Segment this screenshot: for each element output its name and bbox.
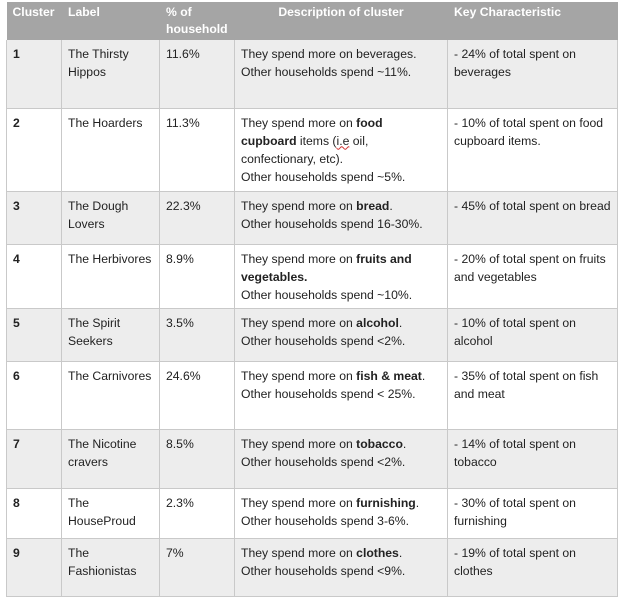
description-other: Other households spend < 25%. [241, 386, 416, 401]
cluster-number: 1 [6, 40, 62, 109]
cluster-description: They spend more on clothes. Other househ… [234, 538, 448, 597]
description-post: . [389, 198, 393, 213]
description-other: Other households spend 3-6%. [241, 513, 410, 528]
description-pre: They spend more on [241, 251, 357, 266]
key-characteristic: - 14% of total spent on tobacco [447, 429, 618, 489]
table-row: 9 The Fashionistas 7% They spend more on… [6, 538, 618, 597]
key-characteristic: - 19% of total spent on clothes [447, 538, 618, 597]
description-other: Other households spend ~11%. [241, 65, 412, 79]
key-characteristic: - 35% of total spent on fish and meat [447, 361, 618, 430]
header-key-characteristic: Key Characteristic [447, 2, 618, 40]
header-cluster: Cluster [6, 2, 62, 40]
description-main: They spend more on beverages. [241, 47, 417, 61]
description-pre: They spend more on [241, 436, 357, 451]
table-row: 7 The Nicotine cravers 8.5% They spend m… [6, 429, 618, 489]
household-percent: 3.5% [159, 308, 235, 362]
cluster-number: 4 [6, 244, 62, 309]
cluster-number: 7 [6, 429, 62, 489]
household-percent: 8.9% [159, 244, 235, 309]
description-other: Other households spend ~10%. [241, 287, 413, 302]
cluster-label: The Spirit Seekers [61, 308, 160, 362]
cluster-label: The Herbivores [61, 244, 160, 309]
household-percent: 11.6% [159, 40, 235, 109]
cluster-description: They spend more on tobacco. Other househ… [234, 429, 448, 489]
table-row: 4 The Herbivores 8.9% They spend more on… [6, 244, 618, 309]
cluster-description: They spend more on bread. Other househol… [234, 191, 448, 245]
cluster-label: The Dough Lovers [61, 191, 160, 245]
cluster-description: They spend more on alcohol. Other househ… [234, 308, 448, 362]
key-characteristic: - 45% of total spent on bread [447, 191, 618, 245]
description-bold: food cupboard [241, 115, 383, 148]
cluster-label: The Nicotine cravers [61, 429, 160, 489]
cluster-number: 2 [6, 108, 62, 192]
description-bold: tobacco [356, 436, 403, 451]
header-percent: % of household [159, 2, 235, 40]
description-post: . [421, 368, 426, 383]
description-other: Other households spend <9%. [241, 563, 406, 578]
key-characteristic: - 20% of total spent on fruits and veget… [447, 244, 618, 309]
description-ie: i.e [336, 133, 350, 148]
cluster-description: They spend more on fish & meat. Other ho… [234, 361, 448, 430]
description-pre: They spend more on [241, 115, 357, 130]
key-characteristic: - 30% of total spent on furnishing [447, 488, 618, 539]
key-characteristic: - 10% of total spent on alcohol [447, 308, 618, 362]
description-other: Other households spend <2%. [241, 454, 406, 469]
description-bold: fruits and vegetables. [241, 251, 412, 284]
household-percent: 22.3% [159, 191, 235, 245]
key-characteristic: - 24% of total spent on beverages [447, 40, 618, 109]
cluster-number: 3 [6, 191, 62, 245]
cluster-number: 8 [6, 488, 62, 539]
description-bold: bread [356, 198, 390, 213]
cluster-description: They spend more on food cupboard items (… [234, 108, 448, 192]
header-percent-line1: % of [166, 5, 192, 19]
table-row: 5 The Spirit Seekers 3.5% They spend mor… [6, 308, 618, 362]
description-bold: fish & meat [356, 368, 422, 383]
description-pre: They spend more on [241, 545, 357, 560]
description-post: . [415, 495, 420, 510]
table-row: 1 The Thirsty Hippos 11.6% They spend mo… [6, 40, 618, 109]
header-description: Description of cluster [234, 2, 448, 40]
description-pre: They spend more on [241, 495, 357, 510]
cluster-label: The Carnivores [61, 361, 160, 430]
household-percent: 8.5% [159, 429, 235, 489]
table-row: 2 The Hoarders 11.3% They spend more on … [6, 108, 618, 192]
description-bold: clothes [356, 545, 399, 560]
table-row: 8 The HouseProud 2.3% They spend more on… [6, 488, 618, 539]
description-post: . [398, 545, 403, 560]
description-other: Other households spend ~5%. [241, 169, 406, 184]
description-post: items ( [296, 133, 337, 148]
description-bold: alcohol [356, 315, 399, 330]
cluster-label: The Hoarders [61, 108, 160, 192]
cluster-number: 9 [6, 538, 62, 597]
header-label: Label [61, 2, 160, 40]
key-characteristic: - 10% of total spent on food cupboard it… [447, 108, 618, 192]
cluster-description: They spend more on beverages. Other hous… [234, 40, 448, 109]
description-pre: They spend more on [241, 315, 357, 330]
description-tail: oil, confectionary, etc). [241, 133, 369, 166]
household-percent: 7% [159, 538, 235, 597]
cluster-number: 5 [6, 308, 62, 362]
cluster-label: The Fashionistas [61, 538, 160, 597]
cluster-label: The Thirsty Hippos [61, 40, 160, 109]
household-percent: 2.3% [159, 488, 235, 539]
table-row: 3 The Dough Lovers 22.3% They spend more… [6, 191, 618, 245]
household-percent: 11.3% [159, 108, 235, 192]
cluster-description: They spend more on fruits and vegetables… [234, 244, 448, 309]
table-row: 6 The Carnivores 24.6% They spend more o… [6, 361, 618, 430]
header-percent-line2: household [166, 22, 228, 36]
description-other: Other households spend <2%. [241, 333, 406, 348]
cluster-label: The HouseProud [61, 488, 160, 539]
description-pre: They spend more on [241, 198, 357, 213]
cluster-description: They spend more on furnishing. Other hou… [234, 488, 448, 539]
header-row: Cluster Label % of household Description… [6, 2, 618, 40]
household-percent: 24.6% [159, 361, 235, 430]
description-pre: They spend more on [241, 368, 357, 383]
description-post: . [402, 436, 407, 451]
description-post: . [398, 315, 403, 330]
description-other: Other households spend 16-30%. [241, 216, 423, 231]
description-bold: furnishing [356, 495, 416, 510]
cluster-number: 6 [6, 361, 62, 430]
clusters-table: Cluster Label % of household Description… [6, 2, 618, 597]
